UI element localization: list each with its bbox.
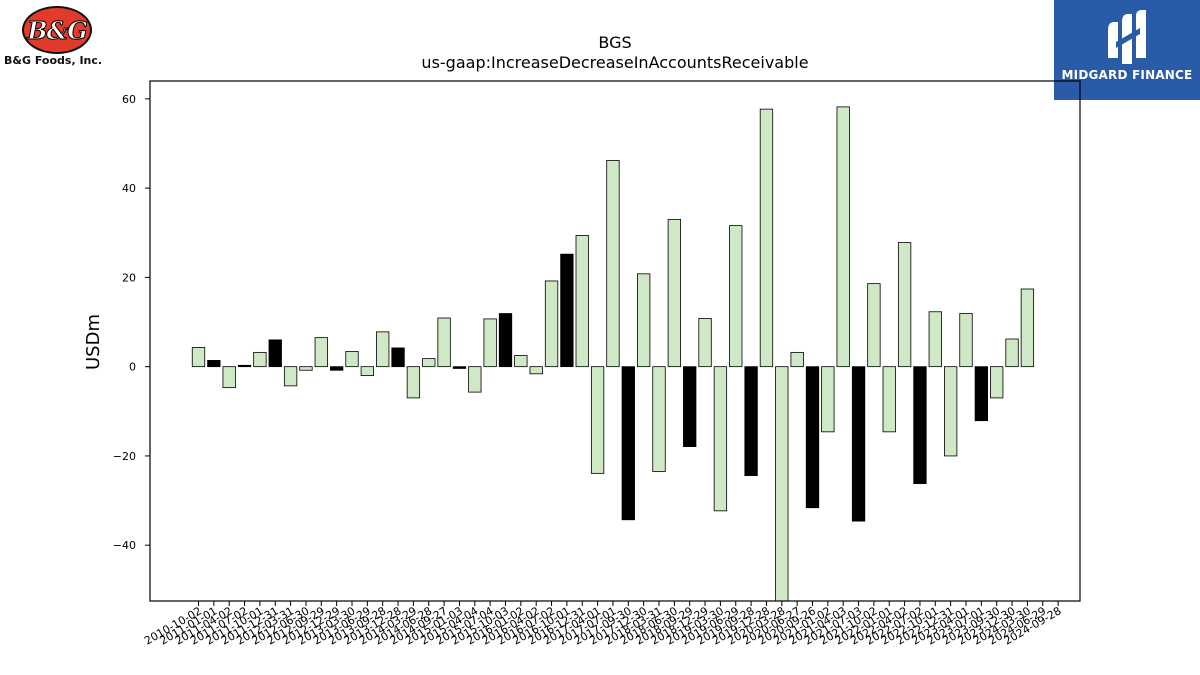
bar-2011-12-31 <box>268 339 282 368</box>
bar-2016-07-02 <box>544 280 559 368</box>
bar-2023-07-01 <box>974 366 988 422</box>
bar-2014-03-29 <box>406 366 421 399</box>
bar-2019-09-28 <box>744 366 758 476</box>
bar-2019-12-28 <box>759 108 774 368</box>
y-tick-label: −20 <box>113 450 136 463</box>
bar-2018-09-29 <box>683 366 697 447</box>
plot-frame <box>149 80 1081 602</box>
brand-logo-icon <box>1108 10 1146 64</box>
bar-2021-07-03 <box>851 366 866 522</box>
bar-2023-04-01 <box>959 313 973 368</box>
bar-2021-10-02 <box>867 283 881 368</box>
bar-2015-04-04 <box>468 366 482 393</box>
bars-layer <box>191 106 1035 602</box>
company-logo: B&G B&G Foods, Inc. <box>0 0 120 75</box>
bar-2011-04-02 <box>222 366 236 389</box>
y-tick-label: 40 <box>122 182 136 195</box>
bar-2022-01-01 <box>882 366 896 433</box>
y-tick-label: 20 <box>122 271 136 284</box>
bar-2016-04-02 <box>529 366 543 375</box>
bar-2018-12-29 <box>698 318 712 368</box>
bar-2017-07-01 <box>606 160 620 368</box>
chart-subtitle: us-gaap:IncreaseDecreaseInAccountsReceiv… <box>421 53 808 72</box>
bar-2013-06-29 <box>360 366 375 377</box>
bar-2012-09-29 <box>314 337 328 368</box>
bar-2011-10-01 <box>253 351 267 368</box>
bar-2022-12-31 <box>944 366 958 457</box>
bar-2013-09-28 <box>376 331 390 368</box>
bar-2021-01-02 <box>821 366 835 433</box>
brand-name: MIDGARD FINANCE <box>1061 68 1193 82</box>
bar-2013-03-30 <box>345 351 359 368</box>
company-logo-mark: B&G <box>27 15 88 45</box>
bar-2014-09-27 <box>437 317 451 368</box>
bar-2010-10-02 <box>191 347 206 368</box>
bar-2012-06-30 <box>299 366 313 371</box>
x-ticks: 2010-10-022011-01-012011-04-022011-07-02… <box>142 601 1064 648</box>
bar-2019-06-29 <box>729 225 743 368</box>
bar-2018-03-31 <box>652 366 666 472</box>
bar-2023-09-30 <box>990 366 1004 399</box>
bar-2022-07-02 <box>913 366 927 485</box>
bar-2020-06-27 <box>790 351 804 368</box>
bar-2012-03-31 <box>283 366 298 387</box>
bar-2016-01-02 <box>514 355 528 368</box>
company-logo-emblem: B&G <box>22 6 92 54</box>
bar-2015-01-03 <box>452 366 467 369</box>
bar-2013-12-28 <box>391 347 405 368</box>
bar-2020-09-26 <box>805 366 820 509</box>
bar-2014-06-28 <box>422 358 436 368</box>
y-axis-label: USDm <box>83 314 104 370</box>
bar-2017-09-30 <box>621 366 635 521</box>
bar-2024-03-30 <box>1020 288 1035 368</box>
bar-2019-03-30 <box>713 366 728 512</box>
bar-2022-10-01 <box>928 311 942 368</box>
bar-2016-10-01 <box>560 253 574 368</box>
bar-2023-12-30 <box>1005 338 1019 368</box>
bar-2011-07-02 <box>237 364 252 368</box>
bar-2011-01-01 <box>207 360 221 368</box>
bar-2015-10-03 <box>498 313 513 368</box>
y-tick-label: −40 <box>113 539 136 552</box>
chart-title: BGS <box>598 33 631 52</box>
bar-2021-04-03 <box>836 106 850 368</box>
y-ticks: −40 −20 0 20 40 60 <box>113 93 150 552</box>
bar-2012-12-29 <box>329 366 344 371</box>
bar-2017-04-01 <box>590 366 605 474</box>
bar-2022-04-02 <box>897 242 912 368</box>
bar-2017-12-30 <box>637 273 651 368</box>
bar-2015-07-04 <box>483 318 497 368</box>
company-logo-name: B&G Foods, Inc. <box>4 54 103 67</box>
y-tick-label: 60 <box>122 93 136 106</box>
y-tick-label: 0 <box>129 361 136 374</box>
bar-2020-03-28 <box>775 366 789 602</box>
bar-2016-12-31 <box>575 235 589 368</box>
bar-2018-06-30 <box>667 218 681 368</box>
